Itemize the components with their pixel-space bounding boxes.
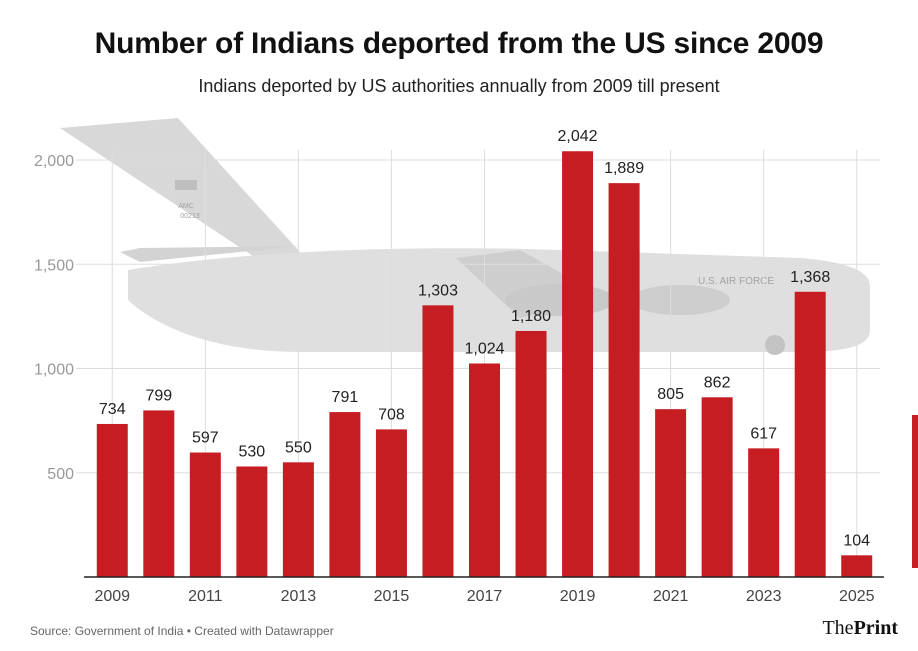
bar-2021 xyxy=(655,409,687,577)
x-tick-label: 2023 xyxy=(746,588,782,605)
bar-value-label: 2,042 xyxy=(558,128,598,145)
y-tick-label: 2,000 xyxy=(34,153,74,170)
x-tick-label: 2021 xyxy=(653,588,689,605)
bar-2012 xyxy=(236,466,268,577)
y-tick-label: 1,000 xyxy=(34,362,74,379)
bar-value-label: 1,180 xyxy=(511,308,551,325)
bar-value-label: 617 xyxy=(750,425,777,442)
bar-2013 xyxy=(282,462,314,577)
bar-2015 xyxy=(375,429,407,577)
bar-2011 xyxy=(189,452,221,577)
bar-value-label: 799 xyxy=(145,387,172,404)
x-tick-label: 2009 xyxy=(94,588,130,605)
bar-value-label: 1,889 xyxy=(604,160,644,177)
bar-value-label: 791 xyxy=(332,389,359,406)
brand-logo: ThePrint xyxy=(822,617,898,639)
bar-2022 xyxy=(701,397,733,577)
bar-2019 xyxy=(562,151,594,578)
aircraft-tail-number: 00213 xyxy=(180,213,200,220)
x-tick-label: 2013 xyxy=(281,588,317,605)
x-tick-label: 2015 xyxy=(374,588,410,605)
aircraft-fuselage-text: U.S. AIR FORCE xyxy=(698,276,774,287)
bar-2009 xyxy=(96,423,128,577)
y-tick-label: 500 xyxy=(47,466,74,483)
chart-title: Number of Indians deported from the US s… xyxy=(94,27,824,60)
bar-value-label: 708 xyxy=(378,406,405,423)
x-tick-label: 2011 xyxy=(188,588,223,605)
right-edge-mark xyxy=(912,415,918,568)
y-tick-label: 1,500 xyxy=(34,257,74,274)
bar-value-label: 734 xyxy=(99,401,126,418)
bar-value-label: 862 xyxy=(704,374,731,391)
bar-value-label: 1,303 xyxy=(418,282,458,299)
bar-2017 xyxy=(469,363,500,577)
source-note: Source: Government of India • Created wi… xyxy=(30,624,334,638)
x-tick-label: 2017 xyxy=(467,588,503,605)
bar-value-label: 550 xyxy=(285,439,312,456)
x-tick-label: 2019 xyxy=(560,588,596,605)
bar-2010 xyxy=(143,410,175,577)
bar-value-label: 1,024 xyxy=(464,340,504,357)
bar-2024 xyxy=(794,291,826,577)
bar-2020 xyxy=(608,183,640,577)
bar-2016 xyxy=(422,305,454,577)
x-tick-label: 2025 xyxy=(839,588,875,605)
bar-2018 xyxy=(515,330,547,577)
bar-value-label: 805 xyxy=(657,386,684,403)
bar-2014 xyxy=(329,412,361,577)
bar-value-label: 1,368 xyxy=(790,269,830,286)
aircraft-background-illustration: AMC 00213 U.S. AIR FORCE xyxy=(60,118,870,355)
bar-value-label: 597 xyxy=(192,430,219,447)
chart-subtitle: Indians deported by US authorities annua… xyxy=(198,76,720,96)
bar-2023 xyxy=(748,448,780,577)
aircraft-tail-text: AMC xyxy=(178,203,194,210)
bar-value-label: 530 xyxy=(239,443,266,460)
bar-value-label: 104 xyxy=(843,532,870,549)
bar-2025 xyxy=(841,555,873,577)
